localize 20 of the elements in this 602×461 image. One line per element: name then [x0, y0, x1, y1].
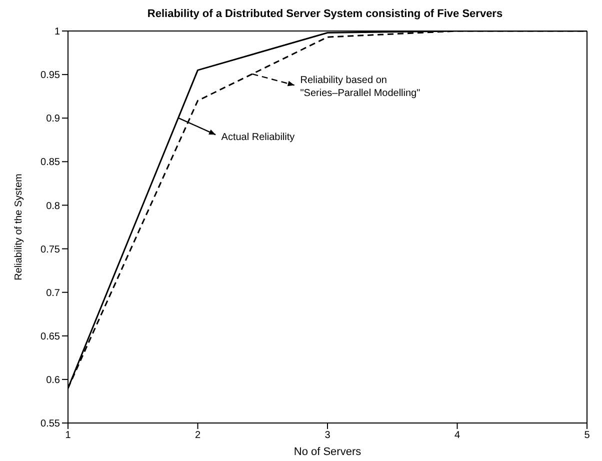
y-tick-label: 0.75 — [40, 244, 60, 256]
y-tick-label: 0.9 — [46, 114, 60, 125]
y-tick-label: 0.85 — [40, 157, 60, 168]
chart-title: Reliability of a Distributed Server System consisting of Five Servers — [146, 8, 504, 22]
x-tick-label: 5 — [584, 430, 590, 442]
x-axis-title: No of Servers — [294, 446, 362, 458]
y-tick-label: 1 — [54, 26, 60, 38]
legend-label: Reliability based on "Series–Parallel Modelling" — [300, 74, 421, 99]
y-tick-label: 0.8 — [46, 200, 60, 212]
y-tick-label: 0.6 — [46, 374, 60, 386]
x-tick-label: 1 — [65, 430, 72, 442]
x-tick-label: 4 — [454, 430, 460, 442]
y-tick-label: 0.7 — [46, 288, 60, 299]
y-tick-label: 0.65 — [40, 331, 60, 342]
x-tick-label: 2 — [194, 430, 201, 442]
y-tick-label: 0.95 — [40, 70, 60, 82]
legend-label: Actual Reliability — [221, 132, 295, 143]
x-tick-label: 3 — [324, 430, 331, 442]
y-axis-title: Reliability of the System — [14, 174, 25, 280]
y-tick-label: 0.55 — [40, 418, 60, 430]
